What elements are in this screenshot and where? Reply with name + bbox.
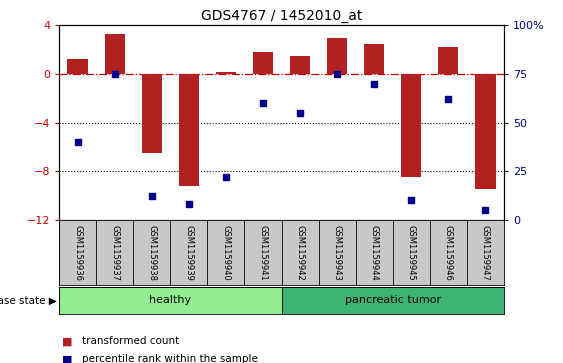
Text: GSM1159943: GSM1159943 [333, 225, 342, 281]
Text: ■: ■ [62, 336, 73, 346]
Text: GSM1159945: GSM1159945 [406, 225, 415, 281]
Text: GSM1159937: GSM1159937 [110, 225, 119, 281]
Bar [290, 56, 310, 74]
Text: GSM1159946: GSM1159946 [444, 225, 453, 281]
Bar [68, 60, 88, 74]
Bar [59, 287, 282, 314]
Bar [282, 287, 504, 314]
Bar [141, 74, 162, 153]
Text: transformed count: transformed count [82, 336, 179, 346]
Text: ■: ■ [62, 354, 73, 363]
Text: GSM1159940: GSM1159940 [221, 225, 230, 281]
Text: percentile rank within the sample: percentile rank within the sample [82, 354, 257, 363]
Bar [105, 34, 125, 74]
Text: GSM1159941: GSM1159941 [258, 225, 267, 281]
Text: GSM1159939: GSM1159939 [184, 225, 193, 281]
Text: GSM1159944: GSM1159944 [370, 225, 379, 281]
Bar [216, 72, 236, 74]
Title: GDS4767 / 1452010_at: GDS4767 / 1452010_at [201, 9, 362, 23]
Text: GSM1159936: GSM1159936 [73, 225, 82, 281]
Text: GSM1159942: GSM1159942 [296, 225, 305, 281]
Text: GSM1159938: GSM1159938 [148, 225, 157, 281]
Text: disease state ▶: disease state ▶ [0, 295, 56, 305]
Bar [253, 52, 273, 74]
Text: healthy: healthy [149, 295, 191, 305]
Bar [364, 44, 385, 74]
Text: pancreatic tumor: pancreatic tumor [345, 295, 441, 305]
Bar [438, 47, 458, 74]
Bar [178, 74, 199, 185]
Bar [401, 74, 422, 177]
Text: GSM1159947: GSM1159947 [481, 225, 490, 281]
Bar [475, 74, 495, 189]
Bar [327, 37, 347, 74]
